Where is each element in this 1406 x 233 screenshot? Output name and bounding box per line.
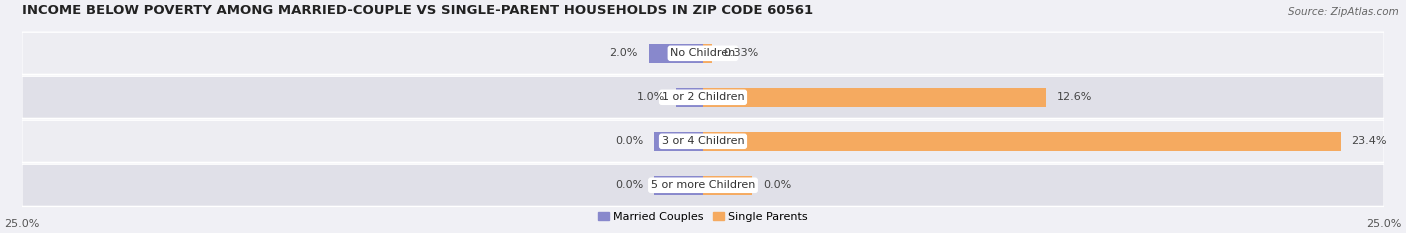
Text: 2.0%: 2.0% — [609, 48, 637, 58]
Text: 0.0%: 0.0% — [614, 136, 643, 146]
Bar — [703, 44, 711, 62]
Bar — [676, 88, 703, 106]
Bar — [648, 44, 703, 62]
Text: 0.0%: 0.0% — [614, 180, 643, 190]
Text: 0.33%: 0.33% — [723, 48, 758, 58]
Text: 1 or 2 Children: 1 or 2 Children — [662, 92, 744, 102]
FancyBboxPatch shape — [22, 76, 1384, 118]
FancyBboxPatch shape — [22, 164, 1384, 206]
Legend: Married Couples, Single Parents: Married Couples, Single Parents — [593, 207, 813, 226]
FancyBboxPatch shape — [22, 120, 1384, 162]
Text: No Children: No Children — [671, 48, 735, 58]
Text: 5 or more Children: 5 or more Children — [651, 180, 755, 190]
Text: 23.4%: 23.4% — [1351, 136, 1386, 146]
Bar — [703, 132, 1340, 151]
Bar — [654, 132, 703, 151]
Text: 12.6%: 12.6% — [1057, 92, 1092, 102]
Text: 0.0%: 0.0% — [763, 180, 792, 190]
Bar — [703, 176, 752, 195]
Text: 1.0%: 1.0% — [637, 92, 665, 102]
Bar — [654, 176, 703, 195]
FancyBboxPatch shape — [22, 32, 1384, 74]
Text: Source: ZipAtlas.com: Source: ZipAtlas.com — [1288, 7, 1399, 17]
Bar — [703, 88, 1046, 106]
Text: INCOME BELOW POVERTY AMONG MARRIED-COUPLE VS SINGLE-PARENT HOUSEHOLDS IN ZIP COD: INCOME BELOW POVERTY AMONG MARRIED-COUPL… — [22, 4, 813, 17]
Text: 3 or 4 Children: 3 or 4 Children — [662, 136, 744, 146]
